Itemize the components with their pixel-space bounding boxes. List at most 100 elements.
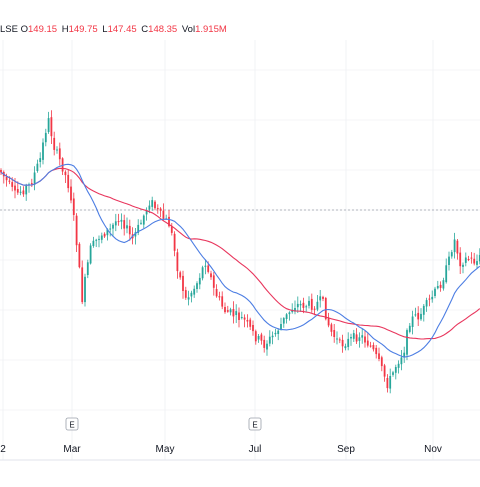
candle-body <box>117 221 120 223</box>
candle-body <box>313 308 316 310</box>
x-axis-tick-label: Sep <box>337 444 355 455</box>
candle-body <box>86 262 89 275</box>
candle-body <box>266 343 268 350</box>
candle-body <box>64 171 67 176</box>
earnings-event-marker[interactable]: E <box>248 417 262 431</box>
candle-body <box>319 296 322 301</box>
close-value: 148.35 <box>148 24 178 35</box>
ma-fast-line <box>0 163 480 358</box>
candle-body <box>341 339 344 347</box>
candle-body <box>187 297 190 300</box>
candle-body <box>84 276 86 303</box>
candle-body <box>221 296 224 307</box>
candle-body <box>106 229 109 236</box>
candle-body <box>240 317 243 319</box>
candle-body <box>277 330 280 334</box>
earnings-event-marker[interactable]: E <box>65 417 79 431</box>
candle-body <box>392 372 394 375</box>
candle-body <box>170 226 173 233</box>
candle-body <box>14 185 16 191</box>
candle-body <box>308 300 310 306</box>
candle-body <box>414 314 417 316</box>
candle-body <box>380 357 383 367</box>
candle-body <box>464 257 467 263</box>
candle-body <box>238 312 240 320</box>
earnings-marker-box <box>65 417 79 431</box>
high-label: H <box>61 24 69 35</box>
candle-body <box>397 363 400 368</box>
candle-body <box>137 224 140 233</box>
candle-body <box>394 367 397 373</box>
candle-body <box>322 296 324 299</box>
low-value: 147.45 <box>107 24 137 35</box>
candle-body <box>285 314 288 319</box>
ohlc-legend: LSE O149.15 H149.75 L147.45 C148.35 Vol1… <box>0 24 229 35</box>
volume-label: Vol <box>181 24 196 35</box>
candle-body <box>470 257 473 259</box>
candle-body <box>159 208 162 211</box>
candle-body <box>436 286 439 289</box>
candle-body <box>128 225 131 235</box>
candle-body <box>330 324 333 332</box>
candle-body <box>215 289 218 297</box>
candle-body <box>456 240 459 254</box>
candle-body <box>25 185 28 195</box>
candle-body <box>179 272 182 278</box>
candle-body <box>120 219 123 222</box>
candle-body <box>162 210 165 219</box>
symbol-suffix: LSE <box>0 24 18 35</box>
candle-body <box>431 296 434 300</box>
grid-layer <box>0 40 480 460</box>
candle-body <box>294 308 296 312</box>
candle-body <box>252 325 254 332</box>
candle-body <box>5 176 8 181</box>
candle-body <box>467 259 470 260</box>
candle-body <box>246 320 249 322</box>
candle-body <box>386 378 389 389</box>
candle-body <box>478 255 480 262</box>
candle-body <box>151 200 154 207</box>
candle-body <box>358 337 361 341</box>
candle-body <box>462 264 464 267</box>
candle-body <box>324 298 327 320</box>
candle-body <box>288 312 291 315</box>
open-value: 149.15 <box>28 24 58 35</box>
x-axis-tick-label: Jul <box>249 444 262 455</box>
candle-body <box>47 118 50 132</box>
candle-body <box>352 333 355 339</box>
earnings-marker-label: E <box>252 421 257 430</box>
candle-body <box>383 365 386 377</box>
candle-body <box>109 228 112 230</box>
candle-body <box>98 238 100 240</box>
candle-body <box>333 330 336 337</box>
candle-body <box>42 142 44 160</box>
candle-body <box>75 215 78 246</box>
candle-body <box>33 172 36 185</box>
candle-body <box>448 256 450 265</box>
close-label: C <box>141 24 149 35</box>
candle-body <box>201 267 204 279</box>
candle-body <box>347 338 350 347</box>
candle-body <box>450 252 453 257</box>
candle-body <box>378 353 380 359</box>
candle-body <box>210 273 212 278</box>
volume-value: 1.915M <box>195 24 227 35</box>
candle-body <box>89 245 92 264</box>
candle-body <box>408 325 411 332</box>
ma-slow-line <box>0 167 480 340</box>
candle-body <box>406 330 408 355</box>
candle-body <box>140 222 142 224</box>
candle-body <box>126 225 128 229</box>
candle-body <box>254 331 257 342</box>
candle-body <box>338 339 341 341</box>
candle-body <box>369 345 372 347</box>
candle-body <box>445 265 448 283</box>
candle-body <box>134 232 137 237</box>
candle-body <box>204 265 207 267</box>
candle-body <box>8 180 11 182</box>
candle-body <box>327 318 330 326</box>
candle-body <box>473 258 476 264</box>
